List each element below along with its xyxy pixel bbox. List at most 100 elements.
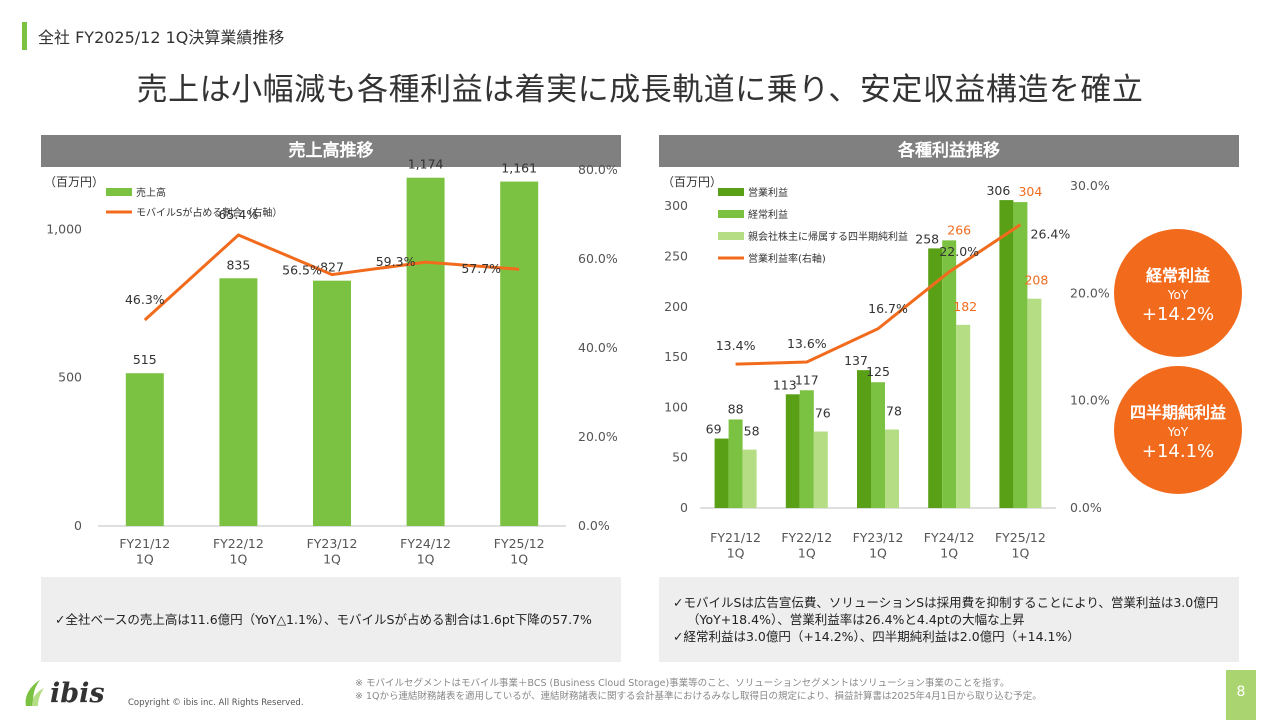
badge-sub: YoY <box>1167 287 1189 302</box>
badge-value: +14.2% <box>1141 303 1215 325</box>
profit-x-tick: FY24/12 1Q <box>924 530 975 561</box>
profit-unit-label: （百万円） <box>662 175 722 189</box>
profit-x-tick: FY21/12 1Q <box>710 530 761 561</box>
profit-x-tick: FY22/12 1Q <box>781 530 832 561</box>
sales-y2-tick: 80.0% <box>578 162 618 177</box>
share-line-label: 46.3% <box>125 292 165 307</box>
op-profit-label: 113 <box>773 377 797 392</box>
profit-x-tick: FY25/12 1Q <box>995 530 1046 561</box>
footnotes: ※ モバイルセグメントはモバイル事業＋BCS (Business Cloud S… <box>355 677 1042 703</box>
copyright: Copyright © ibis inc. All Rights Reserve… <box>128 698 304 708</box>
op-margin-label: 22.0% <box>939 244 979 259</box>
sales-bar <box>313 280 351 526</box>
section-accent-bar <box>22 22 27 50</box>
sales-bar-label: 835 <box>226 257 250 272</box>
badge-title: 四半期純利益 <box>1129 402 1226 422</box>
profit-y-tick: 250 <box>664 248 688 263</box>
sales-y2-tick: 0.0% <box>578 518 610 533</box>
sales-bar-label: 1,174 <box>408 157 444 172</box>
profit-legend-swatch <box>718 232 744 240</box>
footnote: ※ モバイルセグメントはモバイル事業＋BCS (Business Cloud S… <box>355 678 1010 689</box>
profit-bar <box>1013 202 1028 508</box>
legend-swatch-sales <box>106 188 132 196</box>
leaf-icon <box>25 680 44 706</box>
ord-profit-label: 117 <box>795 372 819 387</box>
profit-y2-tick: 20.0% <box>1070 285 1110 300</box>
profit-note-line: ✓モバイルSは広告宣伝費、ソリューションSは採用費を抑制することにより、営業利益… <box>673 595 1219 627</box>
sales-note-line: ✓全社ベースの売上高は11.6億円（YoY△1.1%）、モバイルSが占める割合は… <box>55 612 592 627</box>
sales-x-tick: FY23/12 1Q <box>307 536 358 567</box>
profit-bar <box>728 419 743 508</box>
share-line-label: 65.4% <box>219 207 259 222</box>
sales-y-tick: 500 <box>58 370 82 385</box>
profit-bar <box>999 200 1014 508</box>
profit-legend-label: 経常利益 <box>748 208 788 221</box>
sales-chart-header: 売上高推移 <box>41 135 621 167</box>
ord-profit-label: 304 <box>1018 184 1042 199</box>
sales-y2-tick: 60.0% <box>578 251 618 266</box>
profit-y-tick: 200 <box>664 299 688 314</box>
net-profit-label: 78 <box>886 404 902 419</box>
profit-y2-tick: 30.0% <box>1070 178 1110 193</box>
op-profit-label: 69 <box>706 422 722 437</box>
sales-bar <box>406 177 445 527</box>
ordinary-profit-badge: 経常利益 YoY +14.2% <box>1114 229 1242 357</box>
page-headline: 売上は小幅減も各種利益は着実に成長軌道に乗り、安定収益構造を確立 <box>136 72 1144 108</box>
sales-x-tick: FY21/12 1Q <box>119 536 170 567</box>
sales-bar <box>219 278 258 526</box>
share-line-label: 57.7% <box>461 261 501 276</box>
sales-y-tick: 0 <box>74 518 82 533</box>
profit-x-tick: FY23/12 1Q <box>853 530 904 561</box>
op-margin-label: 13.4% <box>716 338 756 353</box>
profit-y-tick: 100 <box>664 399 688 414</box>
sales-bar <box>500 181 539 526</box>
op-profit-label: 137 <box>844 353 868 368</box>
profit-bar <box>857 370 871 508</box>
net-profit-badge: 四半期純利益 YoY +14.1% <box>1114 366 1242 494</box>
profit-chart-header: 各種利益推移 <box>659 135 1239 167</box>
profit-legend-label: 営業利益率(右軸) <box>748 252 826 265</box>
badge-value: +14.1% <box>1141 440 1215 462</box>
op-profit-label: 306 <box>986 183 1010 198</box>
profit-y2-tick: 10.0% <box>1070 393 1110 408</box>
profit-bar <box>928 248 943 508</box>
profit-bar <box>799 390 814 508</box>
profit-bar <box>742 449 757 508</box>
profit-bar <box>714 438 729 508</box>
net-profit-label: 76 <box>815 406 831 421</box>
net-profit-label: 208 <box>1024 273 1048 288</box>
page-number: 8 <box>1226 670 1256 720</box>
share-line-label: 56.5% <box>282 263 322 278</box>
profit-y-tick: 0 <box>680 500 688 515</box>
profit-bar <box>956 324 971 508</box>
sales-y2-tick: 40.0% <box>578 340 618 355</box>
profit-bar <box>885 429 899 508</box>
op-margin-line <box>735 223 1022 366</box>
sales-x-tick: FY24/12 1Q <box>400 536 451 567</box>
sales-bar-label: 515 <box>133 352 157 367</box>
logo-text: ibis <box>50 677 105 709</box>
share-line-label: 59.3% <box>376 254 416 269</box>
op-margin-label: 16.7% <box>868 301 908 316</box>
legend-label: モバイルSが占める割合（右軸） <box>136 206 282 219</box>
badge-title: 経常利益 <box>1145 265 1210 285</box>
profit-bar <box>1027 298 1042 508</box>
ord-profit-label: 125 <box>866 364 890 379</box>
profit-bar <box>871 382 885 508</box>
section-title: 全社 FY2025/12 1Q決算業績推移 <box>38 28 285 47</box>
sales-bar-label: 1,161 <box>501 161 537 176</box>
profit-legend-swatch <box>718 210 744 218</box>
badge-sub: YoY <box>1167 424 1189 439</box>
ord-profit-label: 88 <box>728 401 744 416</box>
sales-x-tick: FY22/12 1Q <box>213 536 264 567</box>
footnote: ※ 1Qから連結財務諸表を適用しているが、連結財務諸表に関する会計基準におけるみ… <box>355 691 1042 702</box>
legend-label: 売上高 <box>136 186 166 199</box>
profit-bar <box>942 240 957 508</box>
profit-legend-swatch <box>718 188 744 196</box>
profit-bar <box>813 431 828 508</box>
ord-profit-label: 266 <box>947 222 971 237</box>
profit-bar <box>785 394 800 508</box>
profit-legend-label: 親会社株主に帰属する四半期純利益 <box>748 230 908 243</box>
ibis-logo: ibis <box>22 676 122 710</box>
